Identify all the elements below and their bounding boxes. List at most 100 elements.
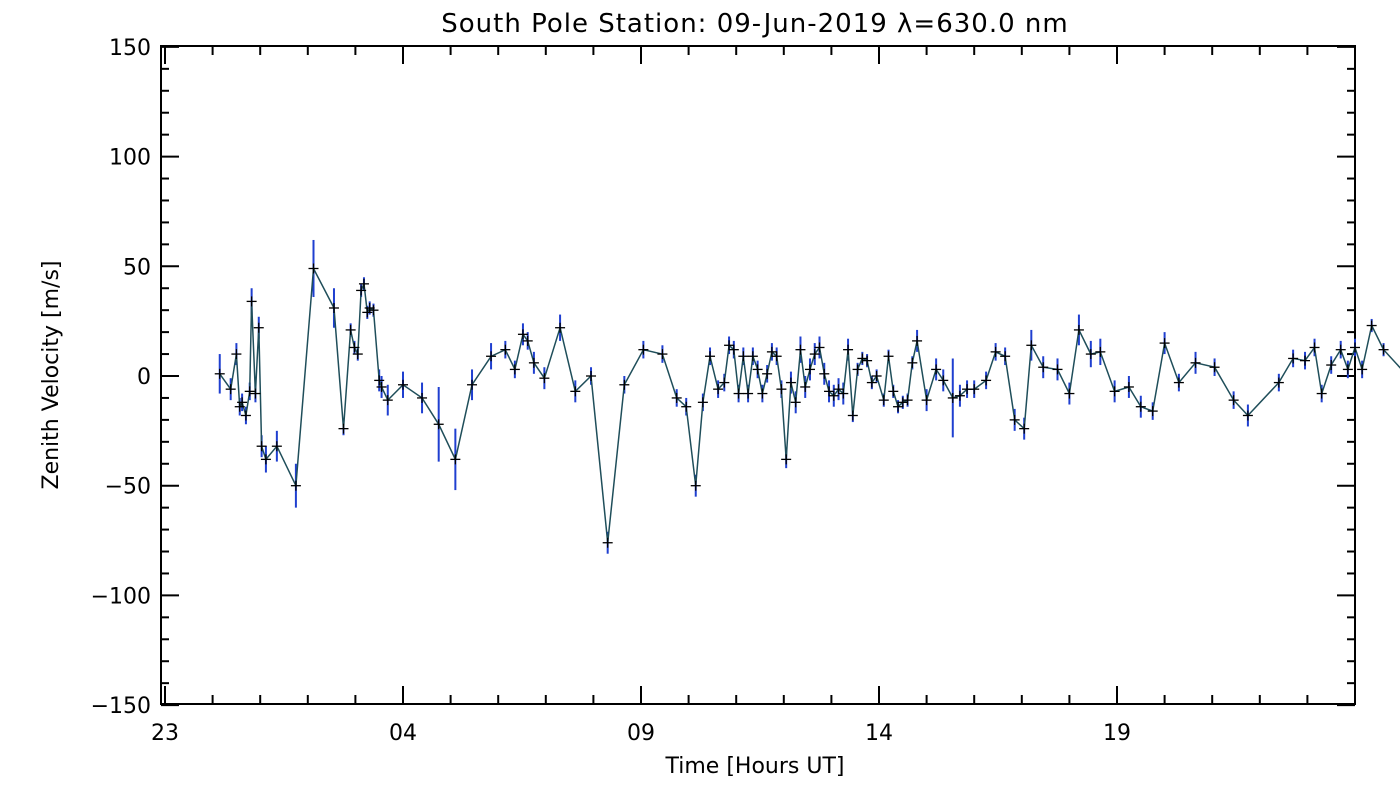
data-point: [345, 324, 356, 335]
data-point: [486, 351, 497, 362]
data-point: [1378, 344, 1389, 355]
data-point: [1300, 355, 1311, 366]
data-point: [847, 410, 858, 421]
data-point: [1000, 351, 1011, 362]
data-point: [809, 349, 820, 360]
data-point: [500, 344, 511, 355]
data-point: [785, 377, 796, 388]
data-point: [356, 285, 367, 296]
data-point: [602, 537, 613, 548]
data-point: [1064, 388, 1075, 399]
data-point: [328, 302, 339, 313]
data-point: [1073, 324, 1084, 335]
data-point: [1366, 320, 1377, 331]
data-point: [638, 344, 649, 355]
data-point: [522, 335, 533, 346]
data-point: [214, 368, 225, 379]
data-point: [752, 364, 763, 375]
data-point: [719, 377, 730, 388]
data-point: [244, 386, 255, 397]
data-point: [1350, 342, 1360, 353]
data-point: [417, 392, 428, 403]
data-point: [555, 322, 566, 333]
data-point: [1123, 381, 1134, 392]
data-point: [757, 388, 768, 399]
data-point: [260, 454, 271, 465]
data-point: [747, 351, 758, 362]
data-point: [253, 322, 264, 333]
data-point: [349, 342, 360, 353]
data-point: [852, 364, 863, 375]
data-point: [1052, 364, 1063, 375]
data-point: [1242, 410, 1253, 421]
data-point: [517, 329, 528, 340]
data-point: [738, 351, 749, 362]
data-point: [586, 371, 597, 381]
data-point: [1228, 395, 1239, 406]
data-point: [231, 349, 242, 360]
axis-ticks: −150 −100 −50 0 50 100 150 23 04 09 14 19: [91, 36, 1355, 746]
data-point: [1159, 338, 1170, 349]
data-point: [981, 375, 992, 386]
data-point: [733, 388, 744, 399]
y-tick-label: 50: [123, 255, 151, 280]
data-point: [256, 441, 267, 452]
x-axis-label: Time [Hours UT]: [665, 754, 845, 779]
x-tick-label: 19: [1103, 721, 1131, 746]
data-point: [657, 349, 668, 360]
data-point: [728, 344, 739, 355]
data-point: [857, 353, 868, 364]
data-point: [724, 340, 735, 351]
data-point: [931, 364, 942, 375]
data-point: [1357, 364, 1368, 375]
data-point: [781, 454, 792, 465]
data-point: [743, 388, 754, 399]
data-point: [843, 344, 854, 355]
data-point: [871, 371, 882, 381]
data-point: [697, 397, 708, 408]
data-point: [1173, 377, 1184, 388]
data-point: [878, 395, 889, 406]
data-point: [509, 364, 520, 375]
data-point: [690, 480, 701, 491]
data-point: [358, 278, 369, 289]
data-point: [969, 384, 980, 395]
data-point: [828, 390, 839, 401]
y-tick-label: 100: [109, 146, 151, 171]
data-point: [237, 397, 248, 408]
data-point: [290, 480, 301, 491]
data-point: [921, 395, 932, 406]
data-point: [1190, 357, 1201, 368]
data-point: [824, 386, 835, 397]
data-point: [862, 355, 873, 366]
data-point: [888, 386, 899, 397]
series-line: [219, 265, 1400, 543]
data-point: [467, 379, 478, 390]
data-point: [1326, 360, 1337, 371]
data-point: [250, 388, 261, 399]
data-point: [833, 384, 844, 395]
data-markers: [214, 263, 1389, 548]
y-axis-label: Zenith Velocity [m/s]: [39, 261, 64, 490]
data-point: [947, 392, 958, 403]
data-point: [1147, 406, 1158, 417]
data-point: [771, 351, 782, 362]
y-tick-label: −100: [91, 584, 151, 609]
data-point: [671, 392, 682, 403]
y-tick-label: 0: [137, 365, 151, 390]
data-point: [1316, 388, 1327, 399]
data-point: [1009, 414, 1020, 425]
data-point: [776, 384, 787, 395]
data-point: [819, 368, 830, 379]
data-point: [954, 390, 965, 401]
data-point: [713, 384, 724, 395]
data-point: [762, 368, 773, 379]
data-point: [1135, 401, 1146, 412]
chart-title: South Pole Station: 09-Jun-2019 λ=630.0 …: [441, 9, 1068, 39]
data-point: [528, 357, 539, 368]
data-point: [897, 397, 908, 408]
data-point: [1019, 423, 1030, 434]
x-tick-label: 14: [865, 721, 893, 746]
data-point: [1342, 364, 1353, 375]
y-tick-label: −50: [105, 475, 151, 500]
